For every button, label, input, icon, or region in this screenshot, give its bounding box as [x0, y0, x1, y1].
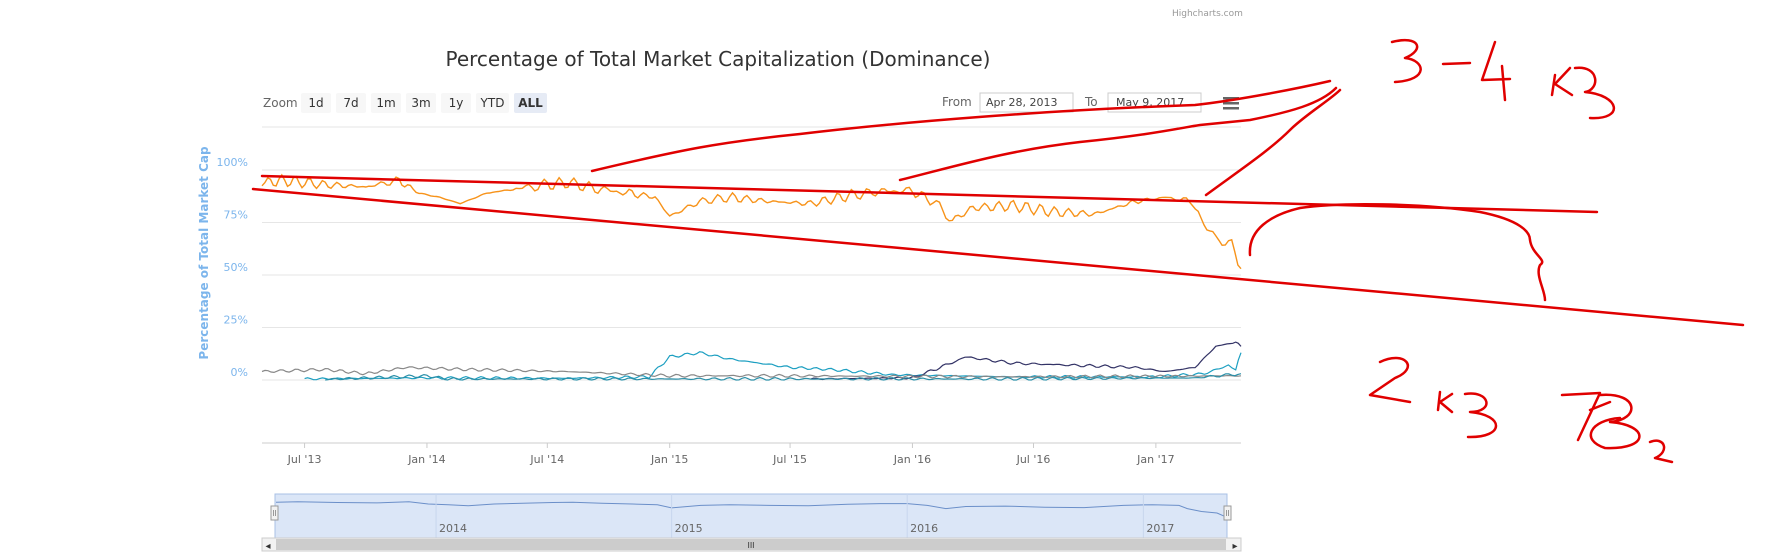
- y-tick-label: 0%: [231, 366, 248, 379]
- scroll-left-arrow[interactable]: ◂: [265, 541, 270, 552]
- sketch-curve-2: [898, 86, 1338, 182]
- x-tick-label: Jan '16: [893, 453, 931, 466]
- navigator-year-labels: 2014 2015 2016 2017: [435, 494, 1174, 538]
- y-tick-label: 50%: [224, 261, 248, 274]
- y-grid: [262, 169, 1241, 381]
- zoom-button-all[interactable]: ALL: [514, 93, 547, 113]
- navigator-year-label: 2017: [1146, 522, 1174, 535]
- x-tick-label: Jan '17: [1136, 453, 1174, 466]
- series-line: [810, 341, 1242, 381]
- zoom-button-1y[interactable]: 1y: [441, 93, 471, 113]
- hamburger-menu-icon[interactable]: [1223, 97, 1239, 110]
- y-tick-labels: 0% 25% 50% 75% 100%: [217, 156, 248, 379]
- navigator-handle-icon[interactable]: [270, 505, 279, 521]
- svg-text:7d: 7d: [343, 96, 358, 110]
- series-lines: [261, 173, 1242, 381]
- navigator[interactable]: 2014 2015 2016 2017: [270, 493, 1232, 539]
- x-tick-label: Jan '15: [650, 453, 688, 466]
- navigator-series: [275, 501, 1227, 518]
- navigator-handle-icon[interactable]: [1223, 505, 1232, 521]
- navigator-year-label: 2015: [675, 522, 703, 535]
- x-tick-labels: Jul '13 Jan '14 Jul '14 Jan '15 Jul '15 Jan '…: [287, 443, 1175, 466]
- zoom-label: Zoom: [263, 96, 298, 110]
- zoom-button-1d[interactable]: 1d: [301, 93, 331, 113]
- navigator-year-label: 2014: [439, 522, 467, 535]
- x-tick-label: Jan '14: [407, 453, 445, 466]
- trendline-upper: [260, 174, 1599, 214]
- to-label: To: [1084, 95, 1098, 109]
- x-tick-label: Jul '14: [529, 453, 564, 466]
- zoom-button-3m[interactable]: 3m: [406, 93, 436, 113]
- series-line: [261, 173, 1242, 270]
- credits-link[interactable]: Highcharts.com: [1172, 9, 1243, 19]
- x-tick-label: Jul '16: [1016, 453, 1051, 466]
- chart-title: Percentage of Total Market Capitalizatio…: [446, 47, 991, 71]
- y-axis-title: Percentage of Total Market Cap: [197, 146, 211, 360]
- series-line: [325, 373, 1242, 381]
- svg-text:1m: 1m: [376, 96, 395, 110]
- zoom-button-7d[interactable]: 7d: [336, 93, 366, 113]
- y-tick-label: 100%: [217, 156, 248, 169]
- svg-text:YTD: YTD: [480, 96, 505, 110]
- x-tick-label: Jul '15: [772, 453, 807, 466]
- navigator-year-label: 2016: [910, 522, 938, 535]
- svg-text:3m: 3m: [411, 96, 430, 110]
- from-label: From: [942, 95, 972, 109]
- annotation-layer: [251, 39, 1745, 464]
- svg-text:ALL: ALL: [518, 96, 543, 110]
- sketch-curve-1: [590, 79, 1332, 173]
- scrollbar-thumb[interactable]: [276, 539, 1226, 550]
- y-tick-label: 75%: [224, 209, 248, 222]
- zoom-buttons: 1d 7d 1m 3m 1y YTD ALL: [301, 93, 547, 113]
- from-date-box[interactable]: [979, 92, 1074, 113]
- annotation-text-2kb: [1368, 356, 1498, 439]
- x-tick-label: Jul '13: [287, 453, 322, 466]
- svg-text:1d: 1d: [308, 96, 323, 110]
- sketch-arc: [1248, 202, 1547, 302]
- navigator-selected-range[interactable]: [274, 493, 1228, 539]
- zoom-button-1m[interactable]: 1m: [371, 93, 401, 113]
- zoom-button-ytd[interactable]: YTD: [476, 93, 509, 113]
- scrollbar[interactable]: III ◂ ▸: [261, 537, 1242, 552]
- annotation-text-782: [1560, 391, 1674, 464]
- svg-text:1y: 1y: [449, 96, 464, 110]
- from-date-input[interactable]: Apr 28, 2013: [986, 96, 1058, 109]
- annotation-text-3-4kb: [1390, 39, 1615, 120]
- sketch-curve-3: [1204, 88, 1342, 197]
- trendline-lower: [251, 187, 1745, 327]
- scroll-right-arrow[interactable]: ▸: [1232, 541, 1237, 552]
- series-line: [261, 366, 1242, 379]
- y-tick-label: 25%: [224, 314, 248, 327]
- scrollbar-grip: III: [747, 541, 754, 550]
